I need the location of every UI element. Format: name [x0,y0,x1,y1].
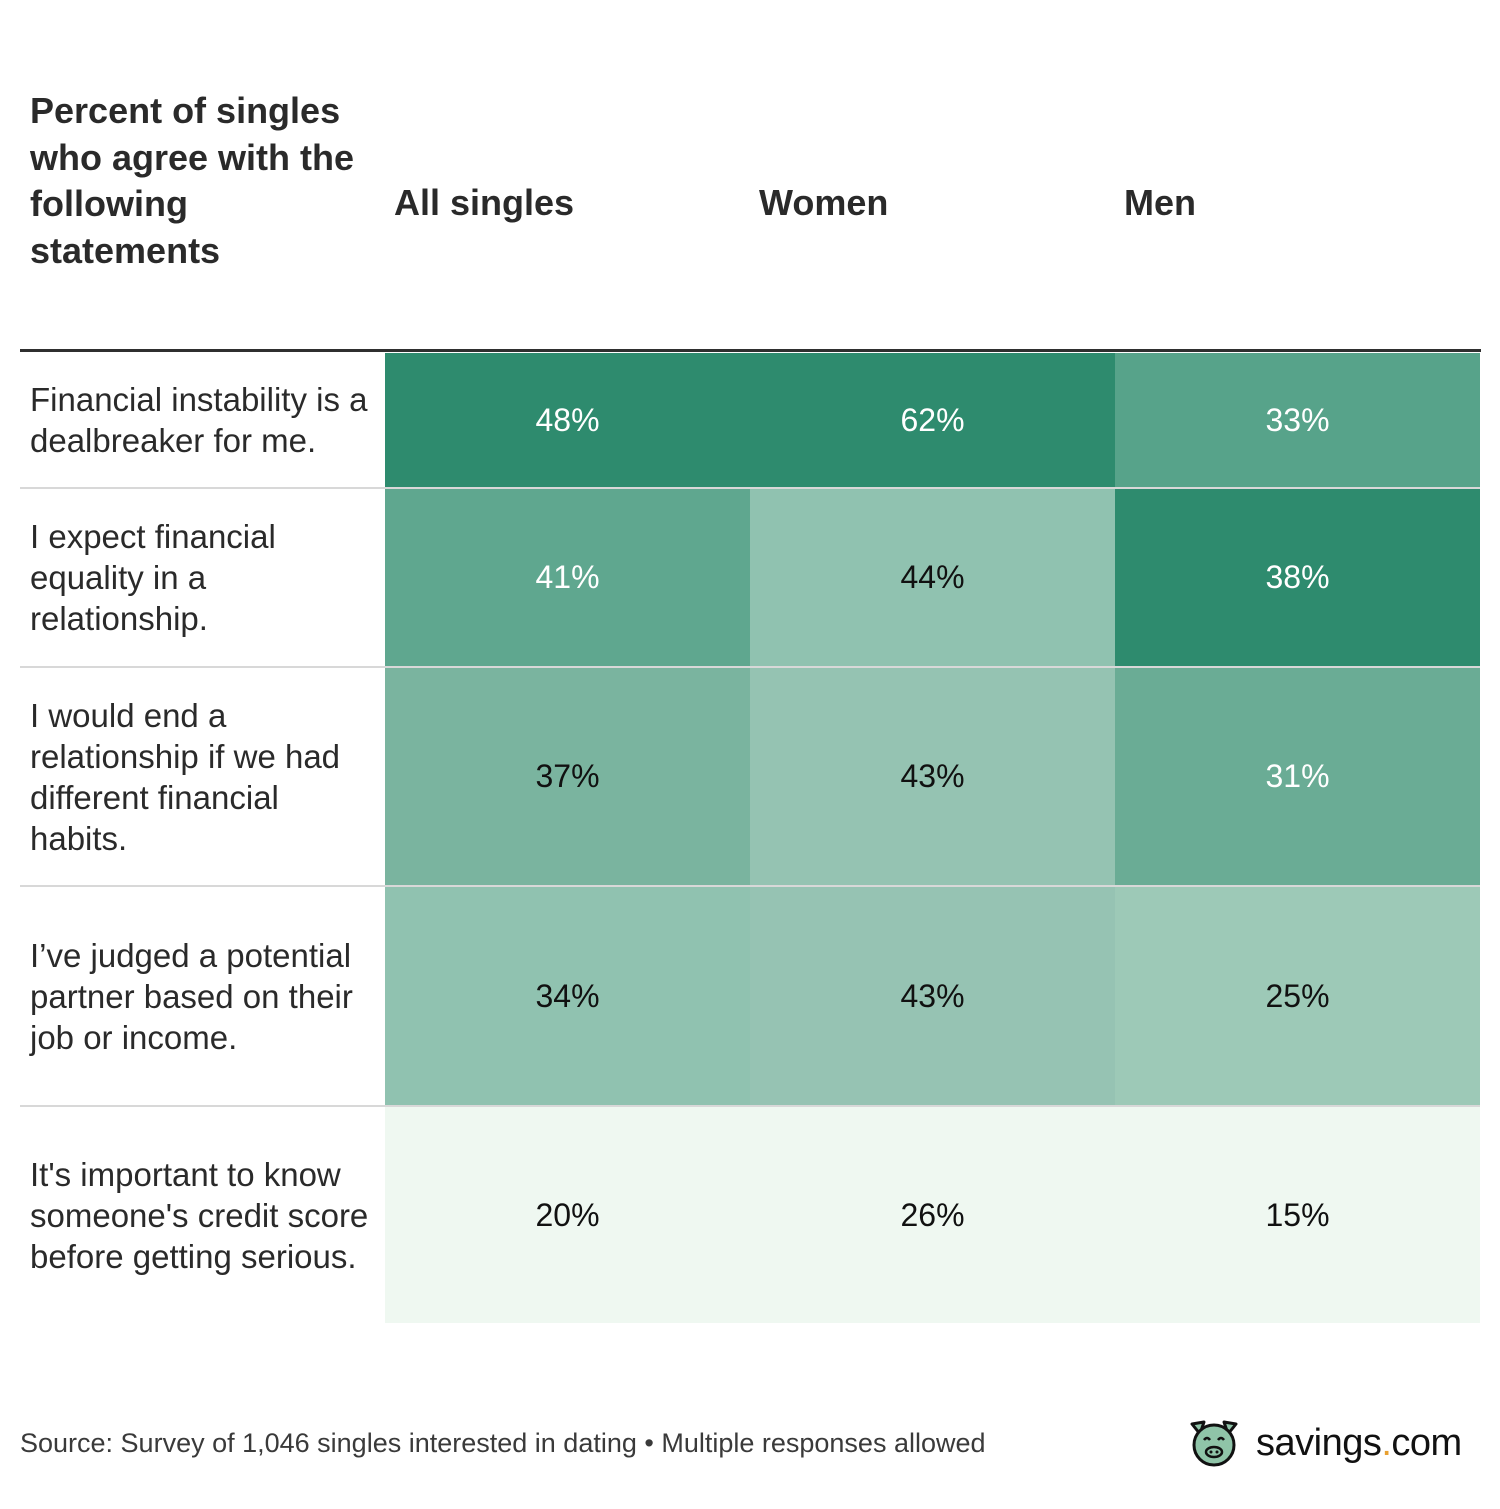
value-cell: 31% [1115,668,1480,885]
value-cell: 43% [750,887,1115,1105]
source-note: Source: Survey of 1,046 singles interest… [20,1428,986,1458]
logo-wordmark: savings.com [1256,1421,1462,1464]
row-divider [20,885,1480,887]
value-cell: 26% [750,1107,1115,1323]
table-row: Financial instability is a dealbreaker f… [20,353,1480,487]
header-rule [20,349,1481,352]
value-cell: 62% [750,353,1115,487]
value-cell: 20% [385,1107,750,1323]
table-row: I would end a relationship if we had dif… [20,668,1480,885]
statement-column-header: Percent of singles who agree with the fo… [30,90,355,271]
statement-label: I expect financial equality in a relatio… [30,518,276,637]
table-row: It's important to know someone's credit … [20,1107,1480,1323]
value-cell: 38% [1115,489,1480,666]
value-cell: 33% [1115,353,1480,487]
value-cell: 25% [1115,887,1480,1105]
value-cell: 48% [385,353,750,487]
savings-logo: savings.com [1186,1418,1462,1468]
pig-icon [1190,1420,1238,1467]
value-cell: 43% [750,668,1115,885]
column-header-all-singles: All singles [394,182,575,223]
statement-label: I’ve judged a potential partner based on… [30,936,353,1056]
statement-label: Financial instability is a dealbreaker f… [30,381,368,459]
value-cell: 37% [385,668,750,885]
value-cell: 15% [1115,1107,1480,1323]
row-divider [20,666,1480,668]
value-cell: 41% [385,489,750,666]
column-header-men: Men [1124,182,1196,223]
table-row: I’ve judged a potential partner based on… [20,887,1480,1105]
column-header-women: Women [759,182,889,223]
row-divider [20,487,1480,489]
statement-label: I would end a relationship if we had dif… [30,696,341,857]
value-cell: 34% [385,887,750,1105]
statement-label: It's important to know someone's credit … [30,1155,369,1275]
row-divider [20,1105,1480,1107]
table-row: I expect financial equality in a relatio… [20,489,1480,666]
value-cell: 44% [750,489,1115,666]
